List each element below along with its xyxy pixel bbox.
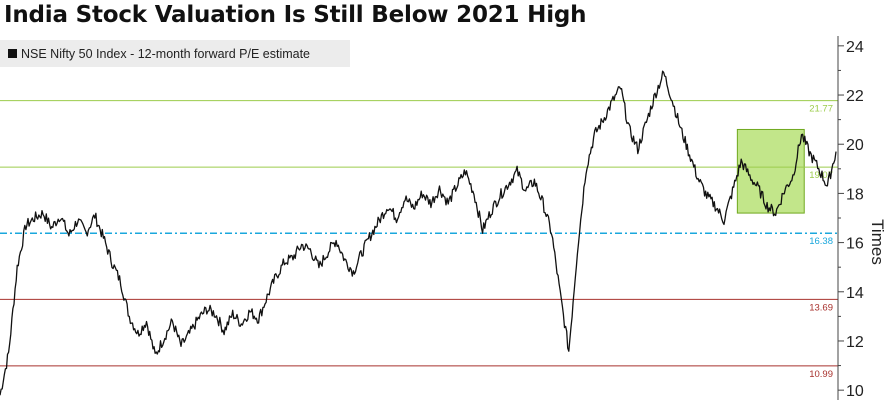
legend-swatch — [8, 49, 17, 58]
legend: NSE Nifty 50 Index - 12-month forward P/… — [0, 40, 350, 67]
y-tick-label: 16 — [846, 236, 864, 253]
legend-box — [0, 40, 350, 67]
y-tick-label: 10 — [846, 383, 864, 400]
y-tick-label: 14 — [846, 285, 864, 302]
series-line — [0, 70, 837, 396]
y-tick-label: 22 — [846, 88, 864, 105]
reference-label-2: 16.38 — [809, 236, 833, 247]
reference-label-4: 10.99 — [809, 369, 833, 380]
y-axis-label: Times — [868, 219, 887, 265]
y-tick-label: 24 — [846, 39, 864, 56]
y-tick-label: 12 — [846, 334, 864, 351]
reference-label-3: 13.69 — [809, 302, 833, 313]
reference-label-0: 21.77 — [809, 104, 833, 115]
chart-title: India Stock Valuation Is Still Below 202… — [4, 2, 587, 28]
y-tick-label: 18 — [846, 186, 864, 203]
legend-label: NSE Nifty 50 Index - 12-month forward P/… — [21, 47, 310, 61]
y-tick-label: 20 — [846, 137, 864, 154]
